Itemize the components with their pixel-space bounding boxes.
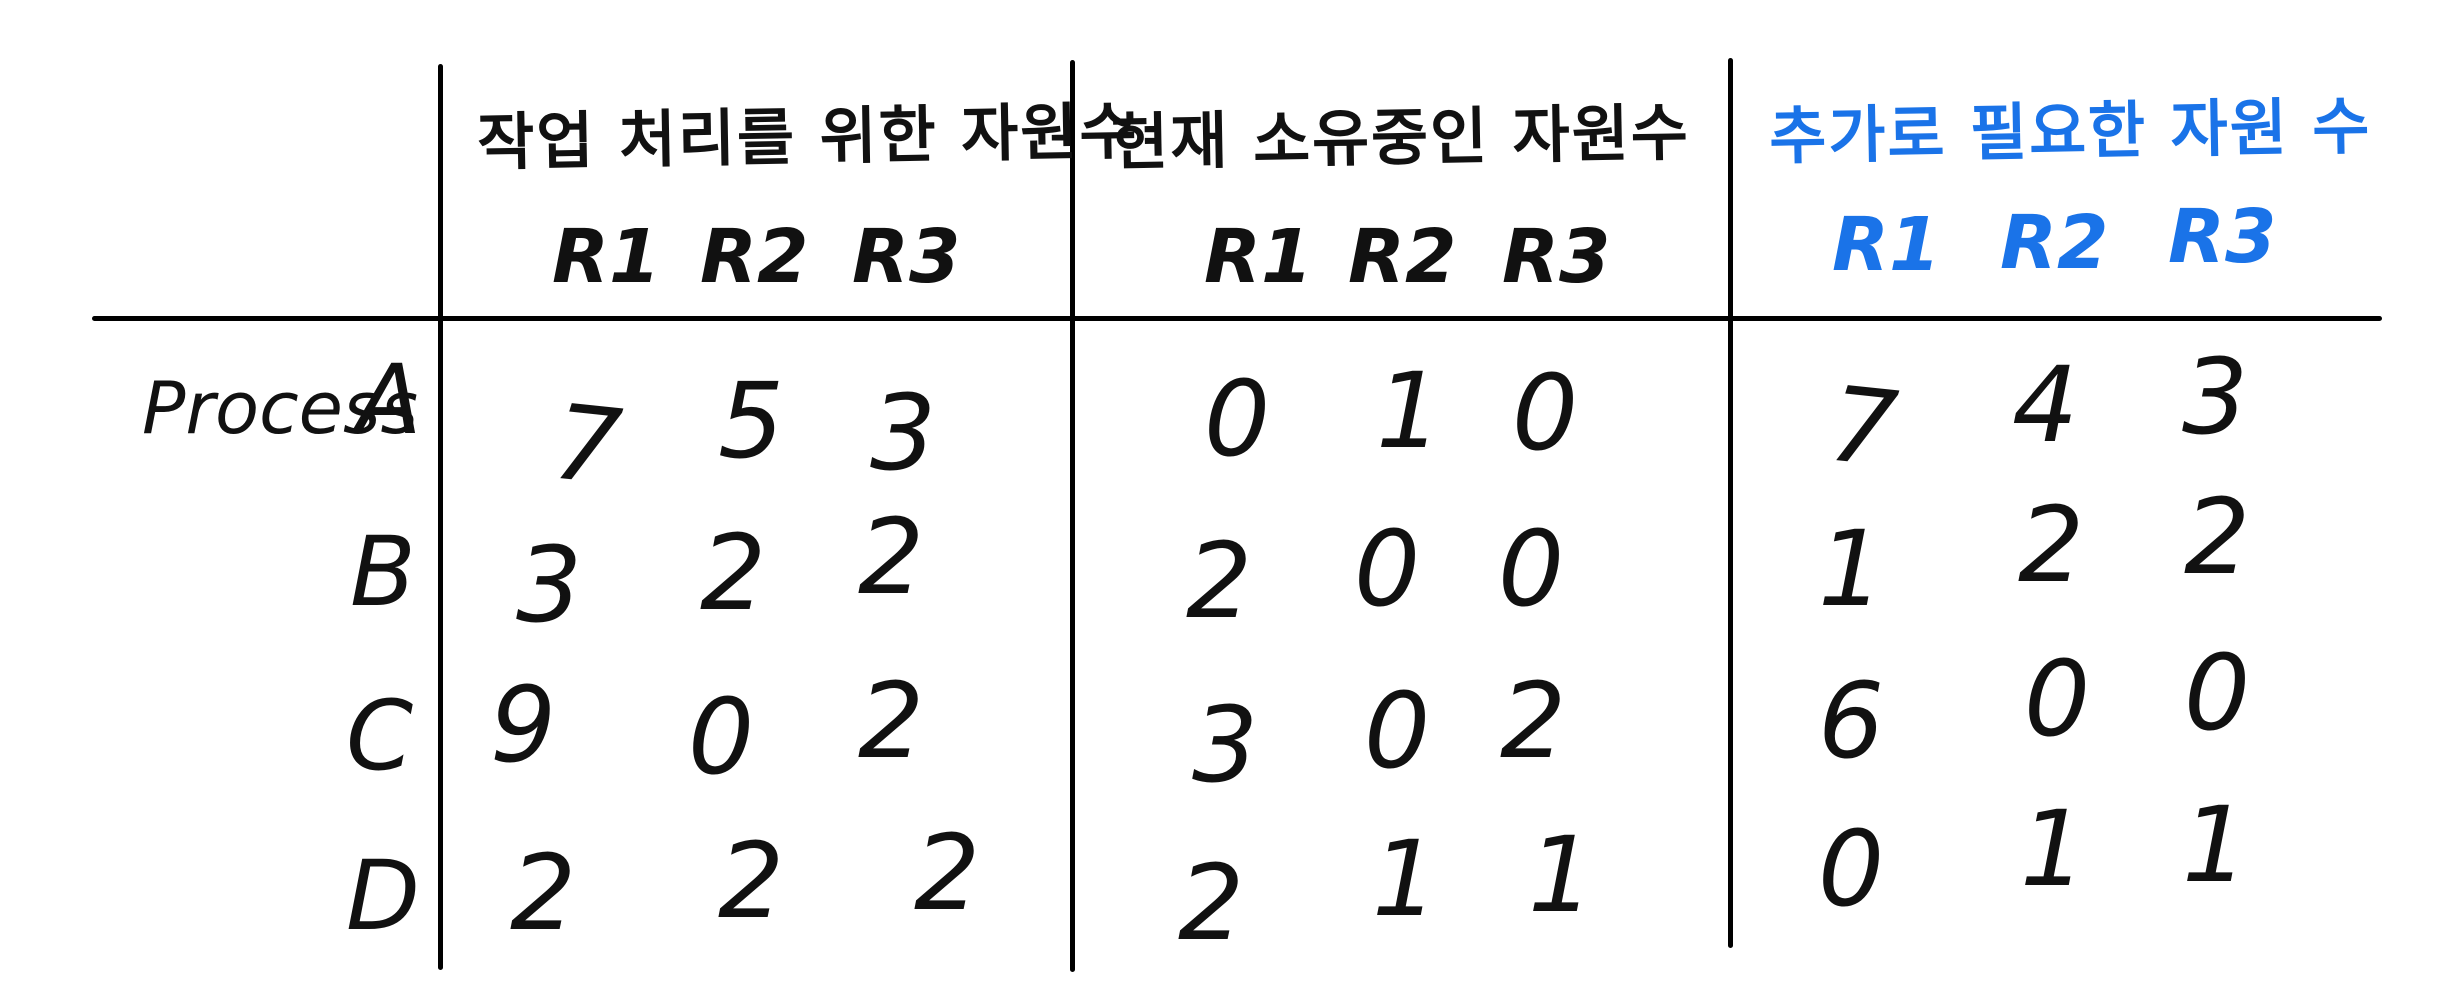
cell-c-max-r1: 9: [490, 664, 557, 786]
header-divider-line: [92, 316, 2382, 321]
column-divider-line-1: [438, 64, 443, 970]
cell-b-max-r1: 3: [516, 524, 583, 646]
cell-d-max-r2: 2: [718, 820, 785, 942]
cell-b-alloc-r2: 0: [1354, 508, 1421, 630]
cell-c-max-r2: 0: [688, 676, 755, 798]
cell-b-alloc-r3: 0: [1498, 508, 1565, 630]
cell-d-need-r1: 0: [1818, 808, 1885, 930]
row-label-d: D: [346, 840, 420, 952]
row-label-c: C: [346, 680, 414, 792]
cell-d-need-r3: 1: [2182, 784, 2249, 906]
resource-header-need-r3: R3: [2168, 194, 2277, 280]
cell-a-max-r3: 3: [870, 372, 937, 494]
cell-b-max-r2: 2: [700, 512, 767, 634]
header-allocated-resources: 현재 소유중인 자원수: [1110, 95, 1691, 180]
cell-a-alloc-r1: 0: [1204, 358, 1271, 480]
cell-d-alloc-r3: 1: [1528, 814, 1595, 936]
process-label: Process: [142, 366, 418, 450]
cell-d-alloc-r1: 2: [1178, 842, 1245, 964]
resource-header-max-r2: R2: [700, 214, 809, 300]
resource-header-allocation-r3: R3: [1502, 214, 1611, 300]
cell-c-max-r3: 2: [858, 660, 925, 782]
cell-c-alloc-r3: 2: [1500, 660, 1567, 782]
cell-c-need-r2: 0: [2024, 638, 2091, 760]
cell-c-need-r3: 0: [2184, 632, 2251, 754]
cell-c-alloc-r1: 3: [1192, 684, 1259, 806]
header-max-resources: 작업 처리를 위한 자원수: [476, 94, 1140, 180]
row-label-a: A: [356, 344, 422, 456]
resource-header-allocation-r2: R2: [1348, 214, 1457, 300]
header-need-resources: 추가로 필요한 자원 수: [1768, 89, 2372, 174]
cell-b-max-r3: 2: [858, 496, 925, 618]
cell-b-need-r3: 2: [2184, 476, 2251, 598]
cell-a-alloc-r2: 1: [1376, 350, 1443, 472]
cell-d-max-r1: 2: [510, 832, 577, 954]
column-divider-line-2: [1070, 60, 1075, 972]
cell-b-need-r1: 1: [1818, 508, 1885, 630]
cell-b-alloc-r1: 2: [1186, 520, 1253, 642]
column-divider-line-3: [1728, 58, 1733, 948]
cell-a-need-r2: 4: [2012, 344, 2079, 466]
cell-d-max-r3: 2: [914, 812, 981, 934]
resource-header-need-r1: R1: [1832, 202, 1941, 288]
cell-a-max-r1: 7: [548, 380, 627, 509]
resource-header-max-r1: R1: [552, 214, 661, 300]
cell-c-alloc-r2: 0: [1364, 670, 1431, 792]
cell-d-need-r2: 1: [2020, 788, 2087, 910]
resource-header-allocation-r1: R1: [1204, 214, 1313, 300]
cell-a-need-r1: 7: [1824, 362, 1903, 491]
cell-a-need-r3: 3: [2182, 336, 2249, 458]
resource-header-need-r2: R2: [2000, 200, 2109, 286]
cell-c-need-r1: 6: [1818, 660, 1885, 782]
row-label-b: B: [350, 516, 416, 628]
cell-d-alloc-r2: 1: [1372, 818, 1439, 940]
cell-b-need-r2: 2: [2018, 484, 2085, 606]
resource-header-max-r3: R3: [852, 214, 961, 300]
cell-a-alloc-r3: 0: [1512, 352, 1579, 474]
cell-a-max-r2: 5: [718, 360, 785, 482]
